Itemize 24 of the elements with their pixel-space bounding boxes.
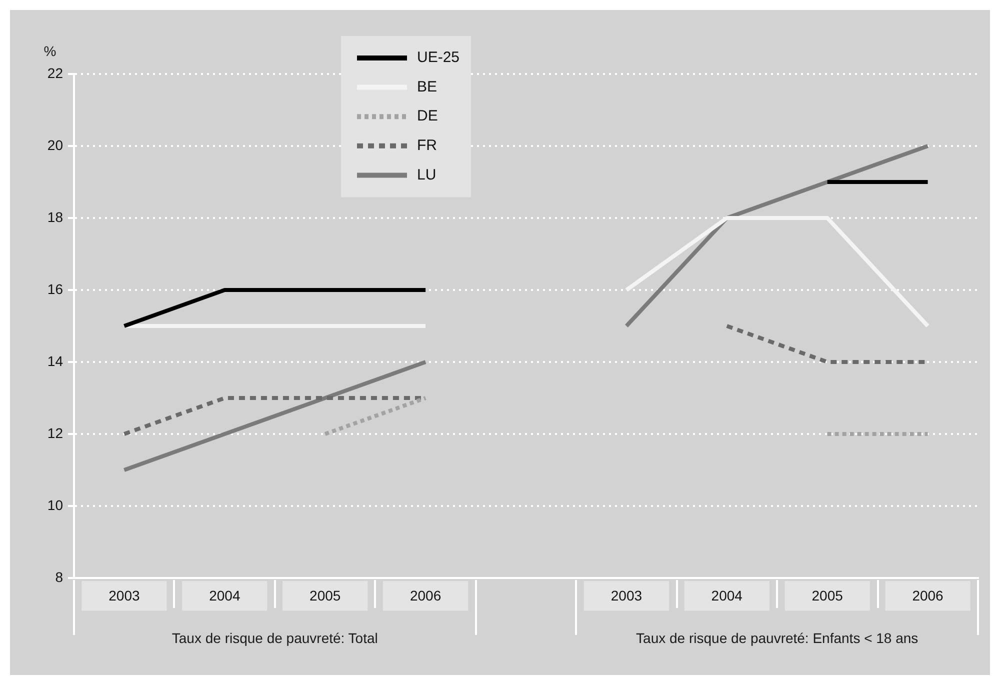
x-tick-label: 2003	[108, 587, 140, 604]
text: Taux de risque de pauvreté: Enfants < 18 ans	[636, 630, 918, 646]
x-tick-label: 2004	[209, 587, 240, 604]
y-tick-label: 14	[47, 352, 64, 369]
legend-label: UE-25	[417, 49, 460, 66]
legend-label: DE	[417, 108, 438, 125]
legend-label: LU	[417, 166, 436, 184]
y-tick-label: 16	[47, 280, 64, 297]
x-tick-label: 2005	[310, 587, 341, 604]
text: Taux de risque de pauvreté: Total	[172, 630, 378, 646]
x-tick-label: 2006	[410, 587, 442, 604]
x-tick-label: 2004	[711, 587, 743, 604]
x-tick-label: 2003	[610, 587, 642, 604]
legend-label: BE	[417, 78, 438, 96]
y-tick-label: 22	[47, 64, 64, 81]
legend-label: FR	[417, 137, 438, 154]
y-tick-label: 12	[47, 424, 64, 441]
y-tick-label: 20	[47, 136, 64, 153]
y-tick-label: 18	[47, 208, 64, 225]
y-tick-label: 8	[55, 568, 64, 585]
y-axis-title: %	[44, 42, 56, 59]
y-tick-label: 10	[47, 496, 64, 513]
x-tick-label: 2005	[812, 587, 844, 604]
x-tick-label: 2006	[912, 587, 944, 604]
